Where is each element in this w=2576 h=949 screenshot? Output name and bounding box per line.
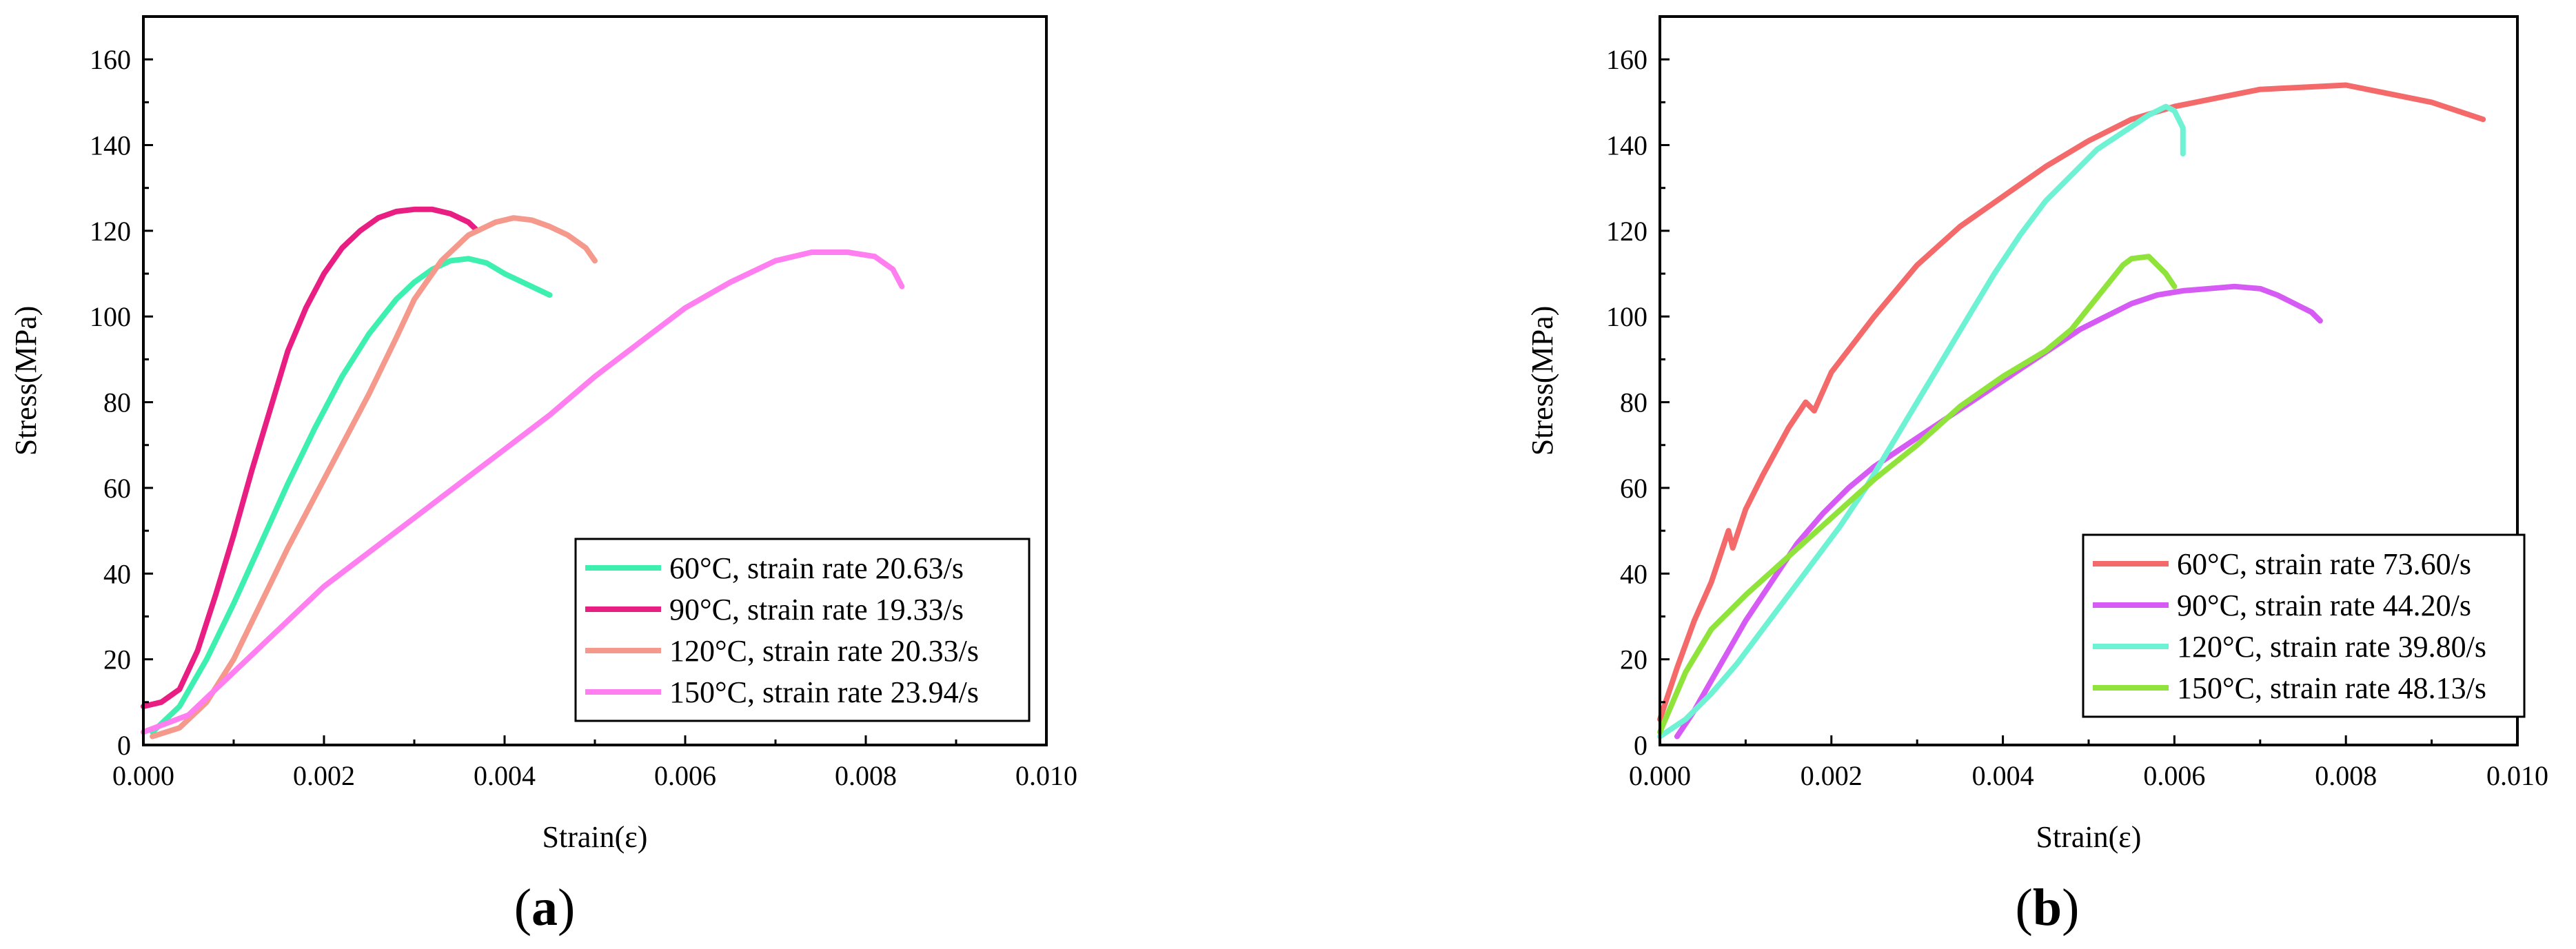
series-line-2 xyxy=(1674,283,2323,739)
x-tick-label: 0.004 xyxy=(1972,760,2034,791)
legend-label-4: 150°C, strain rate 23.94/s xyxy=(669,675,979,709)
panel-label: (a) xyxy=(514,879,576,937)
panel-label-open: ( xyxy=(514,879,531,937)
y-tick-label: 20 xyxy=(1620,644,1647,675)
series-line-1 xyxy=(150,256,553,735)
x-tick-label: 0.010 xyxy=(1015,760,1077,791)
panel-label-close: ) xyxy=(2062,879,2079,937)
legend-label-2: 90°C, strain rate 44.20/s xyxy=(2177,589,2471,622)
x-tick-label: 0.008 xyxy=(2315,760,2377,791)
series-line-4 xyxy=(141,249,905,735)
y-tick-label: 160 xyxy=(1606,44,1647,75)
y-axis-title: Stress(MPa) xyxy=(9,306,43,456)
y-tick-label: 0 xyxy=(1634,730,1647,761)
x-tick-label: 0.000 xyxy=(1629,760,1691,791)
series-line-4 xyxy=(1657,254,2178,735)
x-tick-label: 0.008 xyxy=(835,760,897,791)
series-group xyxy=(141,206,905,739)
y-tick-label: 160 xyxy=(90,44,131,75)
x-tick-label: 0.002 xyxy=(293,760,355,791)
series-line-2 xyxy=(141,206,480,709)
x-tick-label: 0.004 xyxy=(474,760,536,791)
legend-label-1: 60°C, strain rate 20.63/s xyxy=(669,551,964,585)
series-line-3 xyxy=(1657,103,2186,739)
y-tick-label: 100 xyxy=(90,301,131,332)
y-tick-label: 140 xyxy=(90,130,131,161)
panel-label-letter: a xyxy=(531,879,558,937)
x-tick-label: 0.000 xyxy=(112,760,174,791)
y-tick-label: 80 xyxy=(1620,387,1647,418)
y-tick-label: 120 xyxy=(1606,216,1647,247)
y-tick-label: 40 xyxy=(1620,558,1647,589)
x-axis-title: Strain(ε) xyxy=(542,820,648,854)
y-tick-label: 20 xyxy=(103,644,131,675)
y-tick-label: 60 xyxy=(1620,473,1647,504)
panel-a: 0.000 0.002 0.004 0.006 0.008 0.010 0 20 40 60 80 1… xyxy=(9,15,1077,937)
legend: 60°C, strain rate 20.63/s 90°C, strain ra… xyxy=(574,538,1031,722)
panel-label: (b) xyxy=(2016,879,2080,937)
series-group xyxy=(1657,82,2486,739)
y-tick-label: 140 xyxy=(1606,130,1647,161)
x-tick-label: 0.006 xyxy=(2143,760,2205,791)
series-line-1 xyxy=(1657,82,2486,722)
panel-label-open: ( xyxy=(2016,879,2033,937)
y-tick-label: 60 xyxy=(103,473,131,504)
y-tick-label: 40 xyxy=(103,558,131,589)
legend-label-1: 60°C, strain rate 73.60/s xyxy=(2177,547,2471,581)
legend-label-3: 120°C, strain rate 39.80/s xyxy=(2177,630,2486,664)
y-tick-label: 80 xyxy=(103,387,131,418)
y-axis-title: Stress(MPa) xyxy=(1525,306,1559,456)
panel-b: 0.000 0.002 0.004 0.006 0.008 0.010 0 20 40 60 80 1… xyxy=(1525,15,2548,937)
panel-label-letter: b xyxy=(2033,879,2062,937)
legend-label-3: 120°C, strain rate 20.33/s xyxy=(669,634,979,668)
x-tick-label: 0.010 xyxy=(2486,760,2548,791)
panel-label-close: ) xyxy=(558,879,575,937)
y-tick-label: 100 xyxy=(1606,301,1647,332)
y-tick-label: 120 xyxy=(90,216,131,247)
legend-label-4: 150°C, strain rate 48.13/s xyxy=(2177,671,2486,705)
series-line-3 xyxy=(150,215,598,739)
legend: 60°C, strain rate 73.60/s 90°C, strain ra… xyxy=(2082,533,2526,718)
x-tick-label: 0.002 xyxy=(1801,760,1863,791)
x-tick-label: 0.006 xyxy=(654,760,716,791)
y-tick-label: 0 xyxy=(117,730,131,761)
legend-label-2: 90°C, strain rate 19.33/s xyxy=(669,593,964,626)
x-axis-title: Strain(ε) xyxy=(2036,820,2142,854)
